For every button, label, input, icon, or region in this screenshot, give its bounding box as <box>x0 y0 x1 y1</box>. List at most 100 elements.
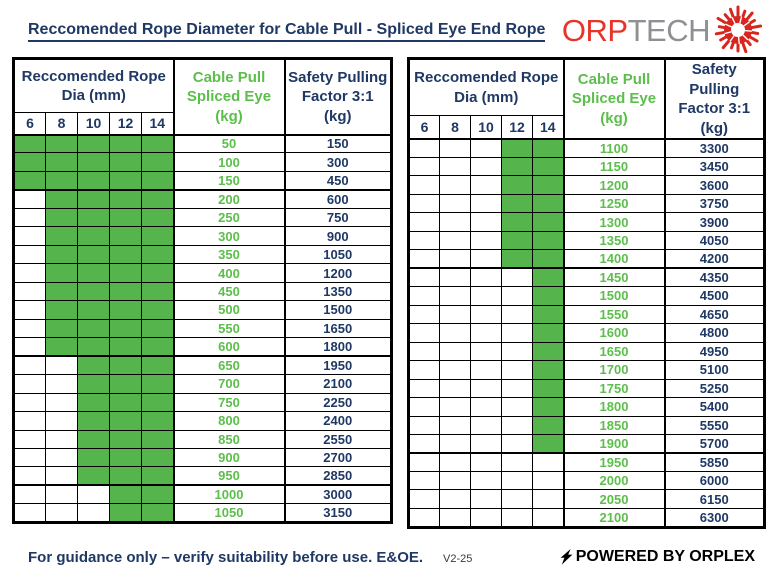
table-row: 1000 3000 <box>13 484 392 505</box>
dia-cell <box>109 411 142 431</box>
safety-value: 4950 <box>664 341 765 362</box>
table-row: 550 1650 <box>13 318 392 339</box>
dia-cell <box>77 484 110 505</box>
dia-cell <box>13 152 46 172</box>
dia-cell <box>501 138 533 158</box>
safety-value: 2850 <box>284 466 392 487</box>
dia-cell <box>439 452 471 472</box>
table-row: 650 1950 <box>13 355 392 376</box>
dia-cell <box>45 300 78 320</box>
table-row: 2000 6000 <box>408 470 765 491</box>
table-row: 1600 4800 <box>408 323 765 343</box>
dia-cell <box>109 170 142 191</box>
dia-cell <box>109 447 142 468</box>
dia-cell <box>77 189 110 209</box>
powered-by-label: POWERED BY ORPLEX <box>575 548 755 565</box>
dia-cell <box>141 244 174 265</box>
dia-cell <box>77 374 110 394</box>
dia-cell <box>532 212 564 232</box>
dia-cell <box>408 193 440 214</box>
safety-value: 6150 <box>664 489 765 509</box>
dia-cell <box>408 304 440 325</box>
safety-value: 3300 <box>664 138 765 158</box>
dia-cell <box>408 489 440 509</box>
dia-cell <box>439 304 471 325</box>
safety-value: 1200 <box>284 263 392 283</box>
dia-cell <box>45 374 78 394</box>
dia-cell <box>45 152 78 172</box>
dia-cell <box>408 249 440 270</box>
table-row: 1400 4200 <box>408 249 765 270</box>
safety-header: Safety Pulling Factor 3:1 (kg) <box>284 58 392 136</box>
tables-container: Reccomended Rope Dia (mm) Cable Pull Splic… <box>12 57 766 529</box>
dia-cell <box>439 378 471 399</box>
dia-cell <box>45 503 78 524</box>
table-row: 1800 5400 <box>408 397 765 417</box>
dia-cell <box>439 230 471 251</box>
safety-value: 5250 <box>664 378 765 399</box>
dia-cell <box>141 170 174 191</box>
table-row: 500 1500 <box>13 300 392 320</box>
dia-cell <box>501 415 533 436</box>
dia-cell <box>408 470 440 491</box>
cable-pull-value: 550 <box>172 318 286 339</box>
dia-cell <box>77 466 110 487</box>
dia-cell <box>501 304 533 325</box>
dia-cell <box>439 267 471 288</box>
dia-cell <box>13 281 46 302</box>
dia-cell <box>439 193 471 214</box>
dia-cell <box>439 507 471 528</box>
logo-orp: ORP <box>561 12 628 48</box>
table-row: 350 1050 <box>13 244 392 265</box>
table-row: 150 450 <box>13 170 392 191</box>
dia-cell <box>141 152 174 172</box>
dia-cell <box>109 466 142 487</box>
dia-cell <box>532 286 564 306</box>
cable-pull-value: 1950 <box>562 452 666 472</box>
dia-cell <box>501 323 533 343</box>
dia-cell <box>77 152 110 172</box>
dia-cell <box>109 484 142 505</box>
dia-cell <box>439 360 471 380</box>
dia-cell <box>408 452 440 472</box>
cable-pull-value: 1350 <box>562 230 666 251</box>
rope-table-right: Reccomended Rope Dia (mm) Cable Pull Splic… <box>407 57 766 529</box>
dia-cell <box>501 397 533 417</box>
table-row: 1950 5850 <box>408 452 765 472</box>
dia-cell <box>109 337 142 358</box>
dia-cell <box>439 156 471 177</box>
cable-pull-value: 1900 <box>562 433 666 454</box>
safety-value: 2700 <box>284 447 392 468</box>
size-header: 12 <box>501 115 533 141</box>
dia-cell <box>13 207 46 228</box>
dia-cell <box>141 207 174 228</box>
safety-value: 2400 <box>284 411 392 431</box>
starburst-icon <box>714 5 763 54</box>
cable-pull-value: 2050 <box>562 489 666 509</box>
dia-cell <box>45 411 78 431</box>
dia-cell <box>13 355 46 376</box>
dia-cell <box>439 397 471 417</box>
cable-pull-value: 1650 <box>562 341 666 362</box>
table-row: 700 2100 <box>13 374 392 394</box>
safety-value: 3150 <box>284 503 392 524</box>
safety-value: 1500 <box>284 300 392 320</box>
table-row: 100 300 <box>13 152 392 172</box>
dia-cell <box>13 318 46 339</box>
dia-cell <box>470 323 502 343</box>
dia-cell <box>109 133 142 154</box>
dia-cell <box>470 415 502 436</box>
safety-value: 1650 <box>284 318 392 339</box>
dia-cell <box>439 323 471 343</box>
dia-cell <box>13 337 46 358</box>
dia-cell <box>77 281 110 302</box>
cable-pull-value: 1550 <box>562 304 666 325</box>
rope-table-right-body: 1100 3300 1150 3450 1200 3600 1250 3750 1300 3900… <box>408 138 765 528</box>
dia-cell <box>501 267 533 288</box>
dia-cell <box>408 341 440 362</box>
safety-value: 300 <box>284 152 392 172</box>
dia-cell <box>532 397 564 417</box>
dia-cell <box>501 489 533 509</box>
safety-value: 2550 <box>284 429 392 449</box>
safety-value: 2250 <box>284 392 392 413</box>
